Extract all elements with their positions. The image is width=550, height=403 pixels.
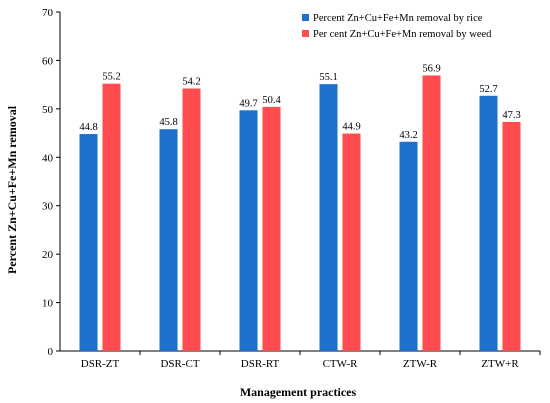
legend-swatch: [302, 14, 309, 21]
bar-weed: [182, 88, 201, 351]
x-tick-label: DSR-RT: [241, 358, 280, 370]
data-label: 55.2: [102, 72, 120, 83]
legend: Percent Zn+Cu+Fe+Mn removal by rice Per c…: [302, 13, 492, 40]
bar-rice: [79, 134, 98, 351]
y-tick-label: 70: [42, 7, 54, 19]
y-tick-label: 0: [48, 346, 54, 358]
bar-weed: [422, 75, 441, 351]
data-label: 45.8: [159, 117, 177, 128]
y-tick-label: 40: [42, 152, 54, 164]
bars: 44.8 55.2 45.8 54.2 49.7 50.4 55.1 44.9 43.2 56.9…: [79, 63, 521, 351]
data-label: 52.7: [479, 84, 497, 95]
bar-rice: [399, 141, 418, 351]
data-label: 54.2: [182, 77, 200, 88]
bar-rice: [159, 129, 178, 351]
bar-rice: [319, 84, 338, 351]
bar-weed: [102, 83, 121, 351]
x-tick-label: CTW-R: [323, 358, 358, 370]
data-label: 49.7: [239, 98, 257, 109]
y-tick-label: 20: [42, 249, 54, 261]
y-tick-label: 60: [42, 55, 54, 67]
x-tick-label: ZTW-R: [403, 358, 438, 370]
data-label: 50.4: [262, 95, 281, 106]
data-label: 55.1: [319, 72, 337, 83]
bar-weed: [342, 133, 361, 351]
y-tick-label: 50: [42, 104, 54, 116]
legend-entry: Per cent Zn+Cu+Fe+Mn removal by weed: [313, 29, 492, 40]
data-label: 43.2: [399, 130, 417, 141]
x-tick-label: DSR-ZT: [81, 358, 120, 370]
bar-weed: [502, 121, 521, 351]
y-tick-label: 30: [42, 201, 54, 213]
data-label: 47.3: [502, 110, 520, 121]
x-axis: DSR-ZT DSR-CT DSR-RT CTW-R ZTW-R ZTW+R: [60, 350, 541, 370]
bar-rice: [479, 95, 498, 351]
data-label: 56.9: [422, 63, 440, 74]
y-axis: 0 10 20 30 40 50 60 70: [42, 7, 61, 358]
data-label: 44.9: [342, 122, 360, 133]
data-label: 44.8: [79, 122, 97, 133]
x-tick-label: ZTW+R: [481, 358, 519, 370]
x-tick-label: DSR-CT: [160, 358, 199, 370]
x-axis-title: Management practices: [240, 385, 357, 399]
bar-weed: [262, 106, 281, 351]
legend-swatch: [302, 30, 309, 37]
legend-entry: Percent Zn+Cu+Fe+Mn removal by rice: [313, 13, 483, 24]
y-axis-title: Percent Zn+Cu+Fe+Mn removal: [5, 105, 19, 274]
y-tick-label: 10: [42, 298, 54, 310]
bar-rice: [239, 110, 258, 351]
